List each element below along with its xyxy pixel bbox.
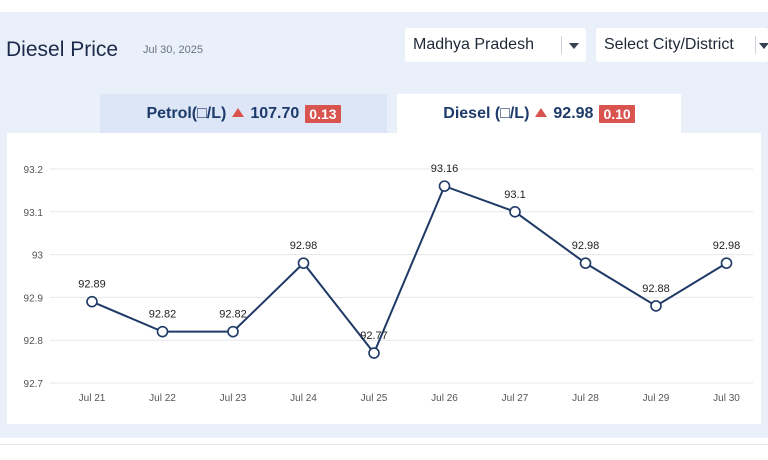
tab-diesel-label: Diesel (□/L) [443,104,530,122]
data-label: 92.88 [642,283,670,295]
chevron-down-icon[interactable] [759,43,768,49]
data-label: 92.82 [149,309,177,321]
tab-petrol-label: Petrol(□/L) [146,104,227,122]
state-select[interactable]: Madhya Pradesh [405,28,586,62]
tab-petrol-change-badge: 0.13 [305,104,341,123]
x-tick-label: Jul 27 [502,393,529,404]
y-tick-label: 92.9 [24,293,44,304]
data-label: 92.82 [219,309,247,321]
data-point [438,180,451,192]
chart-area: 92.7 92.8 92.9 93 93.1 93.2 Jul 21 Jul 22 Jul 23… [7,133,761,424]
x-tick-label: Jul 22 [149,393,176,404]
data-point [227,325,239,338]
divider [0,444,768,445]
data-point [509,206,521,218]
series-line [91,184,728,355]
trend-up-icon [535,108,548,117]
data-label: 92.89 [78,279,106,291]
trend-up-icon [232,108,245,117]
y-tick-label: 92.8 [24,336,44,347]
state-select-value: Madhya Pradesh [413,36,534,53]
page-title: Diesel Price [6,38,119,61]
data-point [720,257,733,269]
city-select-divider [755,36,756,54]
data-point [297,257,310,269]
data-point [368,347,380,359]
x-tick-label: Jul 28 [572,393,599,404]
data-label: 93.16 [431,163,459,175]
x-tick-label: Jul 25 [361,393,388,404]
state-select-divider [561,36,562,54]
y-tick-label: 92.7 [24,379,44,390]
city-select[interactable]: Select City/District [596,28,768,62]
x-tick-label: Jul 29 [643,393,670,404]
data-label: 93.1 [504,189,525,201]
data-point [156,325,169,338]
data-label: 92.98 [713,240,741,252]
y-tick-label: 93 [32,251,44,262]
x-tick-label: Jul 30 [713,393,740,404]
x-tick-label: Jul 23 [220,393,247,404]
tab-petrol[interactable]: Petrol(□/L) 107.70 0.13 [100,94,387,133]
x-tick-label: Jul 24 [290,393,317,404]
tab-diesel-change-badge: 0.10 [599,104,635,123]
price-date: Jul 30, 2025 [143,44,203,56]
data-label: 92.98 [290,240,318,252]
y-tick-label: 93.2 [24,165,44,176]
tab-petrol-price: 107.70 [250,104,300,122]
data-label: 92.98 [572,240,600,252]
y-tick-label: 93.1 [24,208,44,219]
data-point [579,257,592,269]
data-point [650,300,662,312]
price-line-chart: 92.7 92.8 92.9 93 93.1 93.2 Jul 21 Jul 22 Jul 23… [24,163,753,404]
tab-diesel-price: 92.98 [553,104,594,122]
city-select-value: Select City/District [604,36,734,53]
x-tick-label: Jul 26 [431,393,458,404]
data-label: 92.77 [360,330,388,342]
chevron-down-icon[interactable] [569,43,579,49]
tab-diesel[interactable]: Diesel (□/L) 92.98 0.10 [397,94,681,133]
x-tick-label: Jul 21 [79,393,106,404]
data-point [86,295,98,308]
